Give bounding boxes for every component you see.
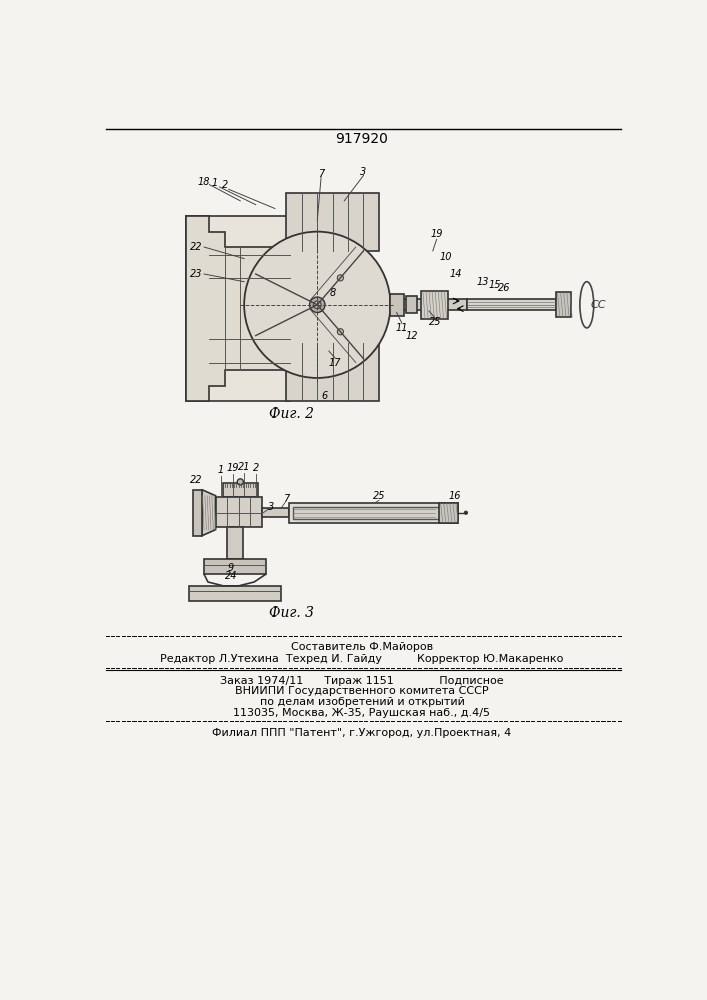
Text: Заказ 1974/11      Тираж 1151             Подписное: Заказ 1974/11 Тираж 1151 Подписное [220, 676, 504, 686]
Text: 7: 7 [284, 494, 290, 504]
Circle shape [337, 329, 344, 335]
Bar [556, 292, 571, 317]
Text: по делам изобретений и открытий: по делам изобретений и открытий [259, 697, 464, 707]
Polygon shape [187, 216, 291, 401]
Bar [390, 299, 467, 310]
Circle shape [337, 275, 344, 281]
Text: 10: 10 [440, 252, 452, 262]
Circle shape [238, 479, 243, 485]
Text: 12: 12 [406, 331, 419, 341]
Circle shape [464, 511, 467, 514]
Bar [189, 586, 281, 601]
Text: 22: 22 [190, 242, 203, 252]
Text: 1: 1 [218, 465, 224, 475]
Bar [390, 294, 404, 316]
Bar [204, 559, 266, 574]
Text: 25: 25 [429, 317, 441, 327]
Bar [223, 483, 258, 497]
Text: ВНИИПИ Государственного комитета СССР: ВНИИПИ Государственного комитета СССР [235, 686, 489, 696]
Text: Редактор Л.Утехина  Техред И. Гайду          Корректор Ю.Макаренко: Редактор Л.Утехина Техред И. Гайду Корре… [160, 654, 563, 664]
Polygon shape [201, 490, 216, 536]
Text: 917920: 917920 [336, 132, 388, 146]
Bar [187, 216, 291, 401]
Text: Фиг. 2: Фиг. 2 [269, 407, 315, 421]
Text: 13: 13 [477, 277, 489, 287]
Text: 24: 24 [225, 571, 238, 581]
Text: 2: 2 [222, 180, 228, 190]
Bar [286, 193, 379, 251]
Bar [262, 508, 288, 517]
Circle shape [313, 301, 321, 309]
Text: 16: 16 [448, 491, 460, 501]
Text: CC: CC [590, 300, 606, 310]
Text: 7: 7 [318, 169, 325, 179]
Text: Составитель Ф.Майоров: Составитель Ф.Майоров [291, 642, 433, 652]
Bar [439, 503, 458, 523]
Circle shape [310, 297, 325, 312]
Bar [286, 343, 379, 401]
Text: 22: 22 [190, 475, 203, 485]
Text: 2: 2 [252, 463, 259, 473]
Text: 21: 21 [238, 462, 250, 472]
Text: Фиг. 3: Фиг. 3 [269, 606, 315, 620]
Text: 3: 3 [268, 502, 274, 512]
Text: Филиал ППП "Патент", г.Ужгород, ул.Проектная, 4: Филиал ППП "Патент", г.Ужгород, ул.Проек… [212, 728, 512, 738]
Text: 113035, Москва, Ж-35, Раушская наб., д.4/5: 113035, Москва, Ж-35, Раушская наб., д.4… [233, 708, 491, 718]
Text: 9: 9 [228, 563, 234, 573]
Text: 19: 19 [431, 229, 443, 239]
Text: 6: 6 [322, 391, 328, 401]
Bar [227, 527, 243, 559]
Text: 19: 19 [226, 463, 239, 473]
Text: 11: 11 [396, 323, 408, 333]
Text: 25: 25 [373, 491, 385, 501]
Text: 15: 15 [488, 280, 501, 290]
Text: 17: 17 [329, 358, 341, 368]
Text: 26: 26 [498, 283, 510, 293]
Bar [288, 503, 458, 523]
Bar [421, 291, 448, 319]
Text: 14: 14 [450, 269, 462, 279]
Text: 3: 3 [361, 167, 367, 177]
Bar [293, 507, 439, 519]
Bar [216, 497, 262, 527]
Text: 8: 8 [329, 288, 336, 298]
Text: 18: 18 [198, 177, 211, 187]
Bar [406, 296, 417, 313]
Circle shape [244, 232, 390, 378]
Text: 1: 1 [212, 178, 218, 188]
Bar [192, 490, 201, 536]
Text: 23: 23 [190, 269, 203, 279]
Bar [467, 299, 556, 310]
